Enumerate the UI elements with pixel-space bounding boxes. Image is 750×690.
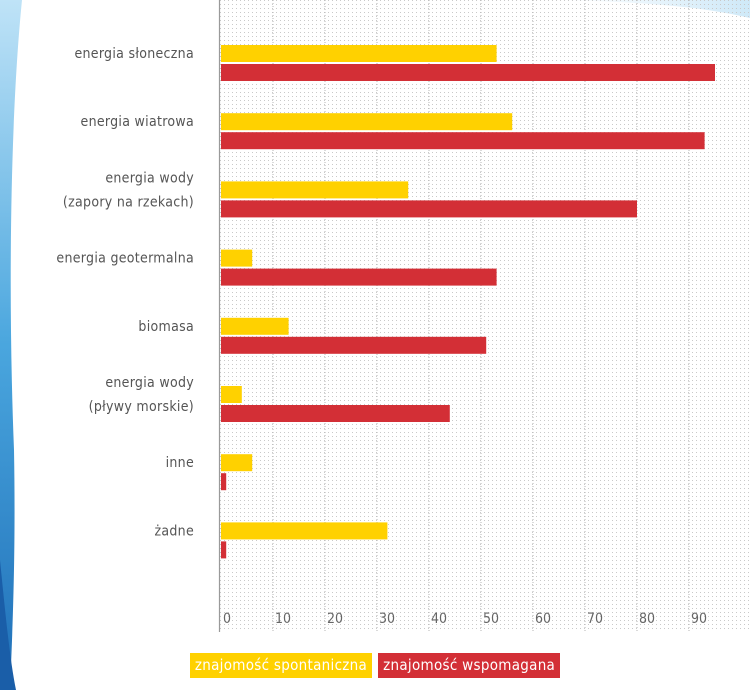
x-tick-label-40: 40 — [431, 611, 447, 627]
x-tick-label-30: 30 — [379, 611, 395, 627]
bar-1-series-0 — [221, 113, 513, 131]
category-label-line: żadne — [154, 523, 194, 539]
x-tick-labels: 0 10 20 30 40 50 60 70 80 90 — [223, 611, 707, 627]
bar-1-series-1 — [221, 132, 705, 150]
category-label-line: energia wiatrowa — [81, 114, 194, 130]
x-tick-label-90: 90 — [691, 611, 707, 627]
bar-6-series-1 — [221, 473, 227, 491]
bar-4-series-0 — [221, 317, 289, 335]
category-label-line: (zapory na rzekach) — [63, 194, 194, 210]
bar-2-series-0 — [221, 181, 409, 199]
x-tick-label-0: 0 — [223, 611, 231, 627]
legend: znajomość spontaniczna znajomość wspomaga… — [0, 653, 750, 678]
category-label-line: energia słoneczna — [74, 46, 194, 62]
bar-0-series-0 — [221, 45, 497, 62]
bar-4-series-1 — [221, 336, 487, 354]
bar-0-series-1 — [221, 64, 715, 81]
legend-item-1: znajomość wspomagana — [378, 653, 561, 678]
category-label-3: energia geotermalna — [56, 251, 194, 267]
category-label-line: energia geotermalna — [56, 251, 194, 267]
category-label-7: żadne — [154, 523, 194, 539]
legend-item-0: znajomość spontaniczna — [189, 653, 373, 678]
bar-7-series-0 — [221, 522, 388, 540]
x-tick-label-20: 20 — [327, 611, 343, 627]
bars — [221, 45, 715, 559]
bar-3-series-0 — [221, 249, 253, 267]
category-label-line: energia wody — [105, 375, 194, 391]
gridlines — [272, 0, 690, 632]
category-label-2: energia wody (zapory na rzekach) — [63, 170, 194, 210]
x-tick-label-60: 60 — [535, 611, 551, 627]
x-tick-label-50: 50 — [483, 611, 499, 627]
category-label-line: biomasa — [138, 319, 194, 335]
category-label-1: energia wiatrowa — [81, 114, 194, 130]
category-label-line: inne — [166, 455, 194, 471]
bar-7-series-1 — [221, 541, 227, 559]
bar-3-series-1 — [221, 268, 497, 286]
x-tick-label-80: 80 — [639, 611, 655, 627]
bar-2-series-1 — [221, 200, 637, 218]
x-tick-label-10: 10 — [275, 611, 291, 627]
x-tick-label-70: 70 — [587, 611, 603, 627]
category-label-6: inne — [166, 455, 194, 471]
category-label-line: energia wody — [105, 170, 194, 186]
bar-5-series-0 — [221, 386, 242, 403]
category-label-0: energia słoneczna — [74, 46, 194, 62]
category-label-4: biomasa — [138, 319, 194, 335]
category-label-line: (pływy morskie) — [89, 399, 194, 415]
bar-6-series-0 — [221, 454, 253, 472]
category-label-5: energia wody (pływy morskie) — [89, 375, 195, 415]
category-labels: energia słoneczna energia wiatrowa energia… — [56, 46, 194, 539]
bar-5-series-1 — [221, 405, 450, 422]
